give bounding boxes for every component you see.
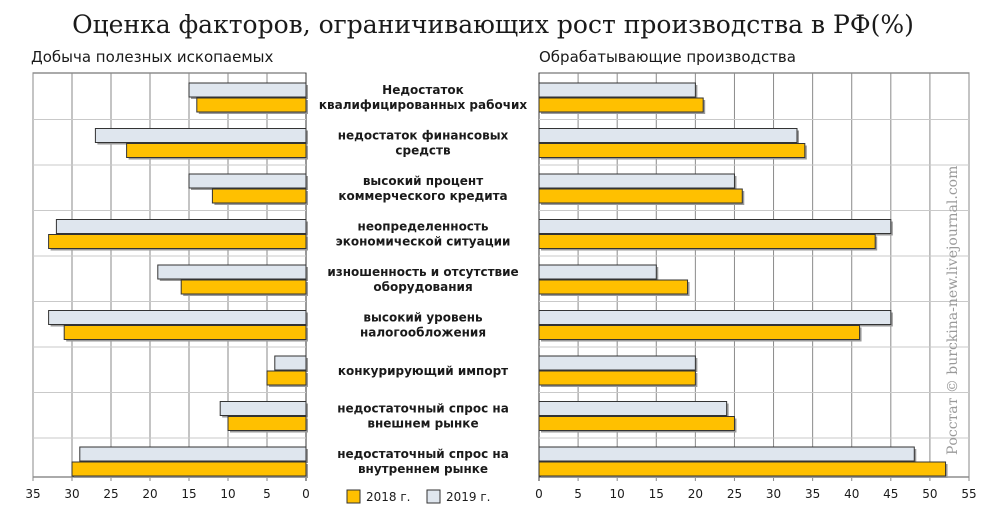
right-tick-label: 15 [649,487,664,501]
left-bar-2018 [196,97,307,113]
left-tick-label: 30 [64,487,79,501]
left-bar-2018 [227,416,307,431]
legend-label-2019: 2019 г. [446,490,490,504]
left-tick-label: 35 [25,487,40,501]
category-label: налогообложения [360,326,486,340]
chart-title: Оценка факторов, ограничивающих рост про… [72,10,914,39]
left-bar-2018 [266,370,307,386]
category-label: средств [395,144,451,158]
right-bar-2019 [538,310,892,325]
left-bar-2019 [188,82,307,98]
left-tick-label: 15 [181,487,196,501]
right-tick-label: 40 [844,487,859,501]
left-bar-2019 [79,446,307,462]
left-bar-2019 [55,219,307,234]
category-label: экономической ситуации [336,235,511,249]
right-tick-label: 10 [610,487,625,501]
legend: 2018 г. 2019 г. [346,489,490,504]
category-label: высокий процент [363,174,483,188]
left-bar-2019 [94,128,307,143]
left-bar-2019 [48,310,307,325]
left-tick-label: 0 [302,487,310,501]
right-bar-2019 [538,264,657,280]
category-label: высокий уровень [363,311,483,325]
right-bar-2018 [538,370,696,386]
category-label: недостаточный спрос на [337,402,509,416]
right-bar-2018 [538,143,806,158]
right-tick-label: 55 [961,487,976,501]
right-tick-label: 25 [727,487,742,501]
right-tick-label: 50 [922,487,937,501]
right-tick-label: 0 [535,487,543,501]
right-panel-title: Обрабатывающие производства [539,48,796,66]
category-label: оборудования [373,280,472,294]
left-bar-2019 [274,355,307,371]
right-tick-label: 20 [688,487,703,501]
left-bar-2018 [71,461,307,477]
left-bar-2018 [180,279,307,295]
right-tick-label: 35 [805,487,820,501]
right-bar-2019 [538,128,798,143]
left-bar-2018 [48,234,307,249]
right-bar-2019 [538,401,728,416]
category-label: недостаточный спрос на [337,447,509,461]
category-label: неопределенность [358,220,489,234]
watermark: Росстат © burckina-new.livejournal.com [945,166,961,455]
left-bar-2019 [219,401,307,416]
right-bar-2019 [538,446,915,462]
left-tick-label: 20 [142,487,157,501]
right-bar-2018 [538,416,735,431]
left-bar-2018 [126,143,307,158]
right-tick-label: 5 [574,487,582,501]
left-bar-2018 [211,188,307,204]
category-label: квалифицированных рабочих [319,98,527,112]
left-tick-label: 5 [263,487,271,501]
right-bar-2018 [538,234,876,249]
right-bar-2019 [538,173,735,189]
right-panel: 0 5 10 15 20 25 30 35 40 45 50 55 [535,72,977,501]
left-panel: 35 30 25 20 15 10 5 0 [25,72,310,501]
category-label: изношенность и отсутствие [327,265,518,279]
legend-swatch-2019 [426,489,441,504]
left-tick-label: 10 [220,487,235,501]
legend-label-2018: 2018 г. [366,490,410,504]
category-label: Недостаток [382,83,464,97]
right-bar-2019 [538,219,892,234]
right-bar-2018 [538,325,861,340]
category-label: внешнем рынке [367,417,478,431]
category-label: конкурирующий импорт [338,364,508,378]
left-panel-title: Добыча полезных ископаемых [31,48,274,66]
right-tick-label: 45 [883,487,898,501]
left-tick-label: 25 [103,487,118,501]
category-label: внутреннем рынке [358,462,488,476]
right-tick-label: 30 [766,487,781,501]
right-bar-2019 [538,82,696,98]
right-bar-2018 [538,279,689,295]
category-label: недостаток финансовых [338,129,509,143]
left-bar-2019 [157,264,307,280]
right-bar-2018 [538,461,947,477]
left-bar-2019 [188,173,307,189]
right-bar-2019 [538,355,696,371]
category-label: коммерческого кредита [338,189,507,203]
legend-swatch-2018 [346,489,361,504]
right-bar-2018 [538,188,743,204]
right-bar-2018 [538,97,704,113]
left-bar-2018 [63,325,307,340]
